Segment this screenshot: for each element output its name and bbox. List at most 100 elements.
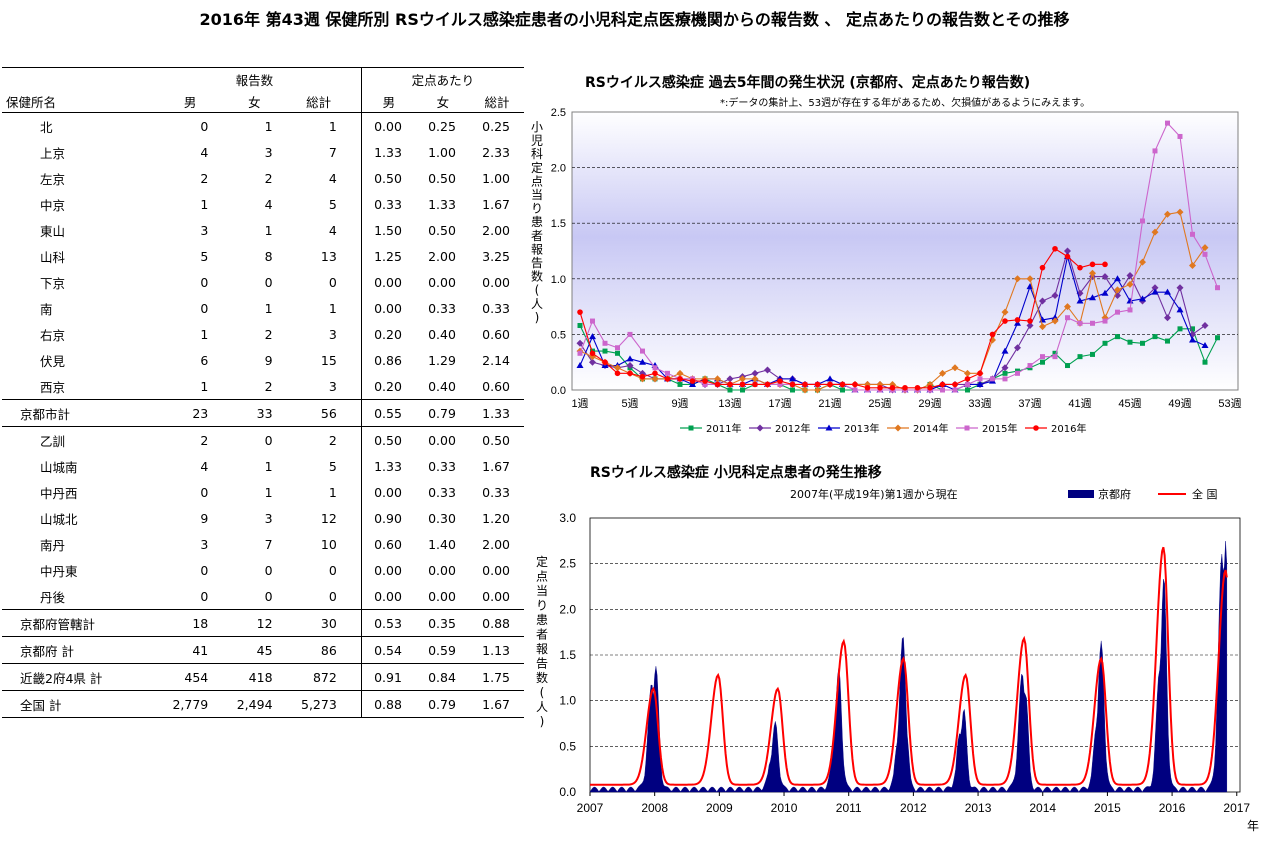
data-point (1014, 344, 1021, 352)
data-point (1101, 314, 1109, 322)
table-row: 山城南 4 1 5 1.33 0.33 1.67 (2, 453, 524, 479)
y-axis-label-char: 科 (531, 147, 543, 161)
cell-value: 13 (320, 248, 337, 264)
series-line-2015年 (579, 122, 1219, 391)
y-axis-label-char: 当 (531, 188, 543, 202)
data-point (851, 386, 859, 393)
cell-value: 0.79 (415, 399, 470, 427)
cell-value: 0.00 (428, 562, 456, 578)
x-tick-label: 37週 (1018, 397, 1041, 410)
data-point (727, 381, 733, 388)
data-point (826, 380, 834, 388)
table-row: 全国 計 2,779 2,494 5,273 0.88 0.79 1.67 (2, 690, 524, 718)
cell-value: 0.55 (361, 399, 416, 427)
cell-value: 0.00 (415, 426, 470, 453)
x-tick-label: 49週 (1168, 397, 1191, 410)
x-tick-label: 2013 (965, 801, 992, 815)
data-point (752, 381, 758, 387)
cell-value: 1.75 (469, 663, 524, 691)
data-point (776, 380, 784, 388)
data-point (977, 376, 983, 382)
cell-value: 0 (200, 274, 209, 290)
column-header: 女 (415, 90, 470, 113)
data-point (989, 331, 996, 338)
legend-label: 2013年 (844, 422, 879, 435)
cell-value: 0.88 (469, 609, 524, 637)
table-row: 右京 1 2 3 0.20 0.40 0.60 (2, 321, 524, 347)
data-point (1164, 314, 1171, 322)
x-tick-label: 2008 (641, 801, 668, 815)
table-row: 中丹西 0 1 1 0.00 0.33 0.33 (2, 479, 524, 505)
data-point (1115, 334, 1120, 340)
row-sep (350, 453, 362, 479)
data-point (914, 384, 921, 391)
cell-value: 0.00 (482, 274, 510, 290)
data-point (952, 387, 958, 393)
data-point (601, 362, 609, 370)
data-point (1039, 297, 1046, 305)
data-point (751, 375, 759, 382)
data-point (889, 386, 896, 394)
data-point (1014, 275, 1021, 283)
cell-value: 0 (328, 588, 337, 604)
y-tick-label: 1.0 (551, 274, 566, 286)
series-line-national (590, 546, 1228, 786)
data-point (1064, 247, 1071, 255)
cell-value: 0.50 (428, 170, 456, 186)
data-point (1014, 317, 1021, 323)
legend-label: 2015年 (982, 422, 1017, 435)
cell-value: 0.40 (428, 326, 456, 342)
data-point (665, 376, 670, 382)
data-point (1176, 306, 1184, 313)
data-point (1127, 339, 1133, 345)
cell-value: 1 (200, 326, 209, 342)
row-name: 右京 (40, 327, 66, 343)
table-row: 中京 1 4 5 0.33 1.33 1.67 (2, 191, 524, 217)
cell-value: 0.90 (374, 510, 402, 526)
data-point (901, 386, 909, 394)
row-name: 近畿2府4県 計 (2, 663, 158, 691)
x-tick-label: 13週 (718, 397, 741, 410)
data-point (864, 384, 871, 391)
data-point (1165, 120, 1170, 126)
data-point (1027, 365, 1033, 371)
x-tick-label: 45週 (1118, 397, 1141, 410)
data-point (740, 387, 745, 393)
data-point (801, 380, 809, 388)
cell-value: 0.60 (482, 378, 510, 394)
data-point (590, 318, 595, 324)
y-axis-label-char: り (531, 202, 543, 216)
cell-value: 9 (200, 510, 209, 526)
data-point (801, 380, 809, 387)
cell-value: 418 (222, 663, 287, 691)
row-name: 下京 (40, 275, 66, 291)
data-point (714, 381, 721, 388)
data-point (964, 369, 971, 377)
series-line-2011年 (579, 325, 1218, 391)
data-point (639, 369, 646, 377)
data-point (751, 375, 759, 383)
data-point (688, 425, 694, 431)
data-point (756, 424, 764, 432)
data-point (764, 381, 771, 388)
data-point (1039, 316, 1046, 323)
y-tick-label: 2.0 (551, 163, 566, 175)
legend-label: 全 国 (1192, 487, 1218, 501)
data-point (601, 358, 609, 366)
data-point (639, 373, 646, 380)
data-point (990, 376, 995, 382)
data-point (1201, 244, 1209, 252)
data-point (1114, 291, 1121, 299)
cell-value: 56 (286, 399, 351, 427)
cell-value: 1 (264, 458, 273, 474)
cell-value: 2,494 (222, 690, 287, 718)
cell-value: 3.25 (482, 248, 510, 264)
data-point (901, 386, 909, 393)
row-sep (350, 399, 362, 427)
data-point (864, 380, 871, 388)
data-point (714, 380, 721, 388)
series-line-2014年 (579, 211, 1206, 391)
cell-value: 0.00 (374, 118, 402, 134)
data-point (1027, 363, 1033, 369)
cell-value: 1.67 (482, 458, 510, 474)
